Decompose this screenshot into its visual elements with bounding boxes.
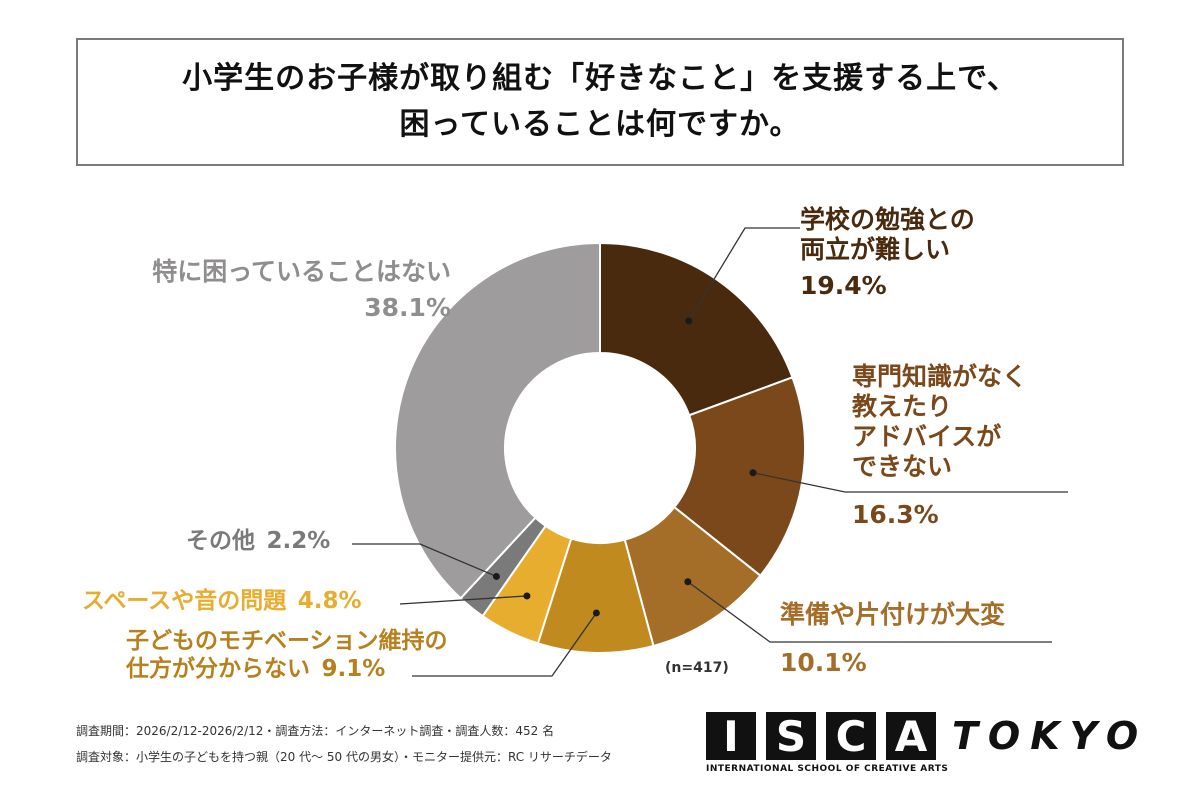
label-text-line: 両立が難しい bbox=[800, 235, 951, 264]
leader-dot bbox=[684, 578, 692, 586]
label-other: その他 2.2% bbox=[186, 528, 330, 556]
label-no-trouble: 特に困っていることはない 38.1% bbox=[78, 257, 451, 323]
label-text-line: 特に困っていることはない bbox=[152, 257, 451, 286]
label-no-expertise: 専門知識がなく 教えたり アドバイスが できない 16.3% bbox=[852, 362, 1027, 530]
logo-letter: C bbox=[826, 712, 876, 761]
label-value: 2.2% bbox=[266, 528, 331, 554]
label-value: 4.8% bbox=[297, 588, 362, 614]
leader-line bbox=[688, 227, 800, 322]
slice-no-expertise bbox=[672, 376, 806, 578]
label-text-line: できない bbox=[852, 452, 953, 481]
label-text-line: 準備や片付けが大変 bbox=[780, 600, 1006, 629]
label-value: 19.4% bbox=[800, 271, 887, 300]
label-space-noise: スペースや音の問題 4.8% bbox=[82, 588, 362, 616]
label-value: 10.1% bbox=[780, 648, 867, 677]
leader-line bbox=[752, 472, 1068, 493]
slice-no-trouble bbox=[394, 241, 601, 600]
title-box: 小学生のお子様が取り組む「好きなこと」を支援する上で、 困っていることは何ですか… bbox=[76, 38, 1124, 166]
logo-subtitle: INTERNATIONAL SCHOOL OF CREATIVE ARTS bbox=[706, 764, 949, 774]
leader-line bbox=[687, 581, 1052, 643]
label-text-line: 仕方が分からない 9.1% bbox=[126, 656, 448, 684]
leader-dot bbox=[592, 609, 600, 617]
logo-tokyo: TOKYO bbox=[952, 714, 1149, 758]
leader-dot bbox=[492, 572, 500, 580]
label-school-study: 学校の勉強との 両立が難しい 19.4% bbox=[800, 205, 975, 301]
leader-line bbox=[412, 612, 597, 677]
label-text-line: 学校の勉強との bbox=[800, 205, 975, 234]
logo-letter: A bbox=[886, 712, 936, 761]
label-text-line: 子どものモチベーション維持の bbox=[126, 628, 448, 654]
label-text-line: その他 2.2% bbox=[186, 528, 330, 556]
sample-size-note: (n=417) bbox=[665, 660, 729, 676]
leader-dot bbox=[685, 317, 693, 325]
title-line-1: 小学生のお子様が取り組む「好きなこと」を支援する上で、 bbox=[182, 61, 1018, 96]
title-line-2: 困っていることは何ですか。 bbox=[399, 107, 801, 142]
label-text-line: アドバイスが bbox=[852, 422, 1002, 451]
label-text-line: スペースや音の問題 4.8% bbox=[82, 588, 362, 616]
label-motivation: 子どものモチベーション維持の 仕方が分からない 9.1% bbox=[126, 628, 448, 683]
leader-dot bbox=[749, 469, 757, 477]
footer-survey-period: 調査期間：2026/2/12-2026/2/12・調査方法：インターネット調査・… bbox=[76, 724, 555, 738]
slice-school-study bbox=[599, 241, 794, 417]
label-text-line: 専門知識がなく bbox=[852, 362, 1028, 391]
leader-line bbox=[352, 543, 497, 578]
label-text-inline: スペースや音の問題 bbox=[82, 588, 287, 614]
label-value: 9.1% bbox=[321, 655, 386, 682]
label-text-line: 教えたり bbox=[852, 392, 953, 421]
label-value: 38.1% bbox=[364, 293, 451, 322]
logo-letter: I bbox=[706, 712, 756, 761]
logo-letter: S bbox=[766, 712, 816, 761]
footer-survey-target: 調査対象：小学生の子どもを持つ親（20 代～ 50 代の男女）・モニター提供元：… bbox=[76, 750, 612, 764]
leader-dot bbox=[523, 592, 531, 600]
label-prep-cleanup: 準備や片付けが大変 10.1% bbox=[780, 600, 1005, 678]
label-text-inline: その他 bbox=[186, 528, 255, 554]
label-text-inline: 仕方が分からない bbox=[126, 655, 310, 682]
leader-line bbox=[399, 595, 527, 605]
label-value: 16.3% bbox=[852, 500, 939, 529]
